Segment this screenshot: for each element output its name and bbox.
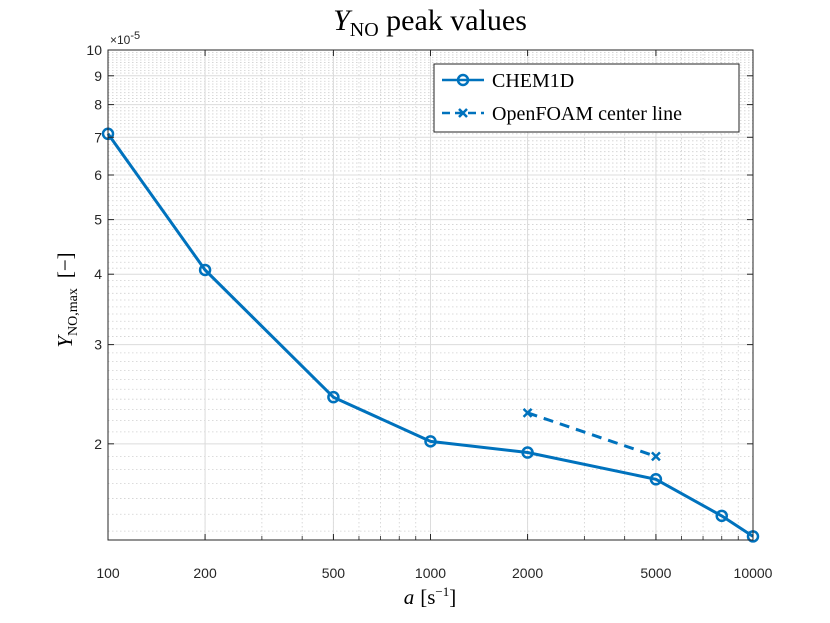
x-tick-label: 200 [193, 565, 217, 581]
legend: CHEM1D OpenFOAM center line [433, 63, 740, 133]
x-tick-labels: 100 200 500 1000 2000 5000 10000 [96, 565, 772, 581]
legend-label-openfoam: OpenFOAM center line [492, 103, 682, 125]
x-axis-label: a [s−1] [404, 584, 457, 609]
legend-marker-openfoam [458, 108, 468, 118]
legend-box [433, 63, 740, 133]
legend-marker-chem1d [456, 73, 470, 87]
y-tick-label: 4 [94, 266, 102, 282]
y-tick-label: 5 [94, 212, 102, 228]
x-tick-label: 1000 [415, 565, 446, 581]
y-axis-label: YNO,max[−] [53, 252, 81, 347]
y-tick-label: 7 [94, 129, 102, 145]
data-point [327, 390, 340, 404]
tick-marks [107, 49, 754, 540]
data-point [521, 446, 534, 459]
data-point [649, 473, 663, 486]
data-point [424, 435, 437, 448]
y-tick-label: 9 [94, 68, 102, 84]
y-tick-labels: 2 3 4 5 6 7 8 9 10 [86, 42, 102, 452]
y-multiplier: ×10-5 [110, 30, 140, 47]
x-tick-label: 5000 [640, 565, 671, 581]
y-tick-label: 2 [94, 436, 102, 452]
data-point [715, 509, 728, 523]
y-tick-label: 3 [94, 337, 102, 353]
x-tick-label: 500 [322, 565, 346, 581]
data-point [651, 451, 661, 462]
x-tick-label: 100 [96, 565, 120, 581]
y-tick-label: 6 [94, 167, 102, 183]
data-point [198, 263, 212, 277]
data-point [522, 407, 533, 418]
series-line-chem1d [106, 132, 754, 538]
legend-label-chem1d: CHEM1D [492, 70, 574, 92]
x-tick-label: 2000 [512, 565, 543, 581]
series-line-openfoam [527, 411, 657, 458]
chart-title: YNO peak values [333, 4, 527, 41]
x-tick-label: 10000 [734, 565, 773, 581]
y-tick-label: 10 [86, 42, 102, 58]
y-tick-label: 8 [94, 97, 102, 113]
